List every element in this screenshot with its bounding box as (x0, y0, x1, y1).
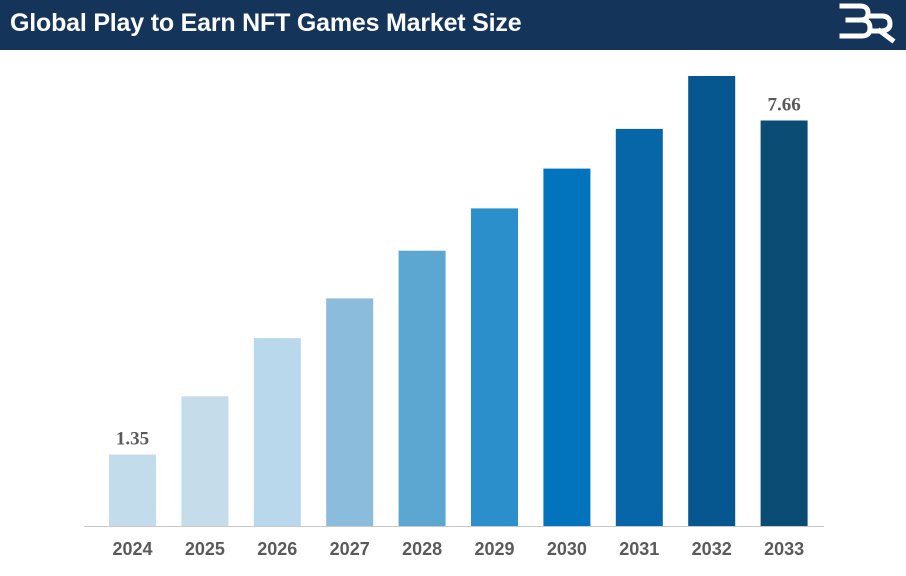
bar-2029 (471, 208, 518, 526)
chart-title: Global Play to Earn NFT Games Market Siz… (10, 9, 522, 37)
bar-2031 (615, 128, 663, 526)
x-tick-label: 2032 (692, 539, 732, 559)
bar-2033 (760, 120, 808, 526)
x-tick-label: 2028 (402, 539, 442, 559)
bar-2026 (253, 338, 301, 526)
x-tick-label: 2030 (547, 539, 587, 559)
br-logo-icon (839, 3, 896, 44)
bar-2030 (543, 168, 591, 526)
x-tick-label: 2033 (764, 539, 804, 559)
bar-2025 (181, 396, 229, 526)
bar-chart: 2024 2025 2026 2027 2028 2029 2030 2031 2032 2033… (84, 76, 824, 559)
x-tick-label: 2031 (619, 539, 659, 559)
bar-2032 (688, 76, 736, 526)
bar-2027 (326, 298, 374, 526)
data-label-2024: 1.35 (116, 429, 149, 450)
bar-2024 (109, 454, 156, 526)
x-tick-label: 2025 (185, 539, 225, 559)
data-label-2033: 7.66 (767, 95, 800, 116)
x-tick-label: 2027 (330, 539, 370, 559)
bar-2028 (398, 250, 446, 526)
x-tick-label: 2024 (112, 539, 152, 559)
x-tick-label: 2026 (257, 539, 297, 559)
title-bar: Global Play to Earn NFT Games Market Siz… (0, 0, 906, 50)
x-tick-label: 2029 (474, 539, 514, 559)
